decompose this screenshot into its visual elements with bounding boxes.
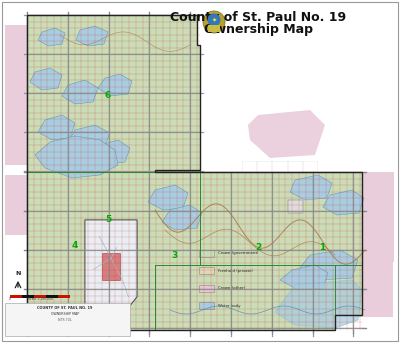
Polygon shape xyxy=(148,185,188,210)
Text: County of St. Paul No. 19: County of St. Paul No. 19 xyxy=(170,12,346,24)
Text: 0: 0 xyxy=(9,297,11,301)
Polygon shape xyxy=(76,26,108,46)
Bar xyxy=(5,303,130,336)
Bar xyxy=(5,165,30,175)
Polygon shape xyxy=(30,68,62,90)
Polygon shape xyxy=(27,15,200,170)
Polygon shape xyxy=(27,15,200,172)
Polygon shape xyxy=(275,280,362,328)
Polygon shape xyxy=(68,125,110,150)
Polygon shape xyxy=(248,110,325,158)
Polygon shape xyxy=(38,115,75,140)
Bar xyxy=(22,295,34,298)
Bar xyxy=(10,295,22,298)
Bar xyxy=(58,295,70,298)
Text: 5: 5 xyxy=(105,215,111,225)
Bar xyxy=(362,172,394,262)
Polygon shape xyxy=(35,136,118,178)
Text: Ownership Map: Ownership Map xyxy=(204,24,312,36)
Bar xyxy=(5,170,35,235)
Polygon shape xyxy=(88,140,130,164)
Polygon shape xyxy=(162,205,202,230)
Text: 1: 1 xyxy=(319,244,325,252)
Text: COUNTY OF ST. PAUL NO. 19: COUNTY OF ST. PAUL NO. 19 xyxy=(37,306,93,310)
Text: OWNERSHIP MAP: OWNERSHIP MAP xyxy=(51,312,79,316)
Bar xyxy=(208,25,220,32)
Bar xyxy=(355,262,393,317)
Circle shape xyxy=(208,13,220,26)
Polygon shape xyxy=(27,170,362,330)
Text: N: N xyxy=(15,271,21,276)
Circle shape xyxy=(203,11,225,33)
Text: NTS 73L: NTS 73L xyxy=(58,318,72,322)
Polygon shape xyxy=(290,175,332,200)
Text: Scale 1:190,000: Scale 1:190,000 xyxy=(28,297,52,301)
Polygon shape xyxy=(280,265,328,290)
Polygon shape xyxy=(62,80,98,104)
Text: 3: 3 xyxy=(172,250,178,260)
Polygon shape xyxy=(38,28,65,46)
Polygon shape xyxy=(27,172,362,330)
Bar xyxy=(46,295,58,298)
Text: ✦: ✦ xyxy=(211,17,217,23)
Bar xyxy=(5,25,27,105)
Polygon shape xyxy=(300,250,358,280)
Text: 6: 6 xyxy=(105,91,111,99)
Text: 4: 4 xyxy=(72,240,78,249)
Text: 2: 2 xyxy=(255,244,261,252)
Polygon shape xyxy=(98,74,132,96)
Bar xyxy=(34,295,46,298)
Polygon shape xyxy=(323,190,364,215)
Bar xyxy=(5,105,27,165)
